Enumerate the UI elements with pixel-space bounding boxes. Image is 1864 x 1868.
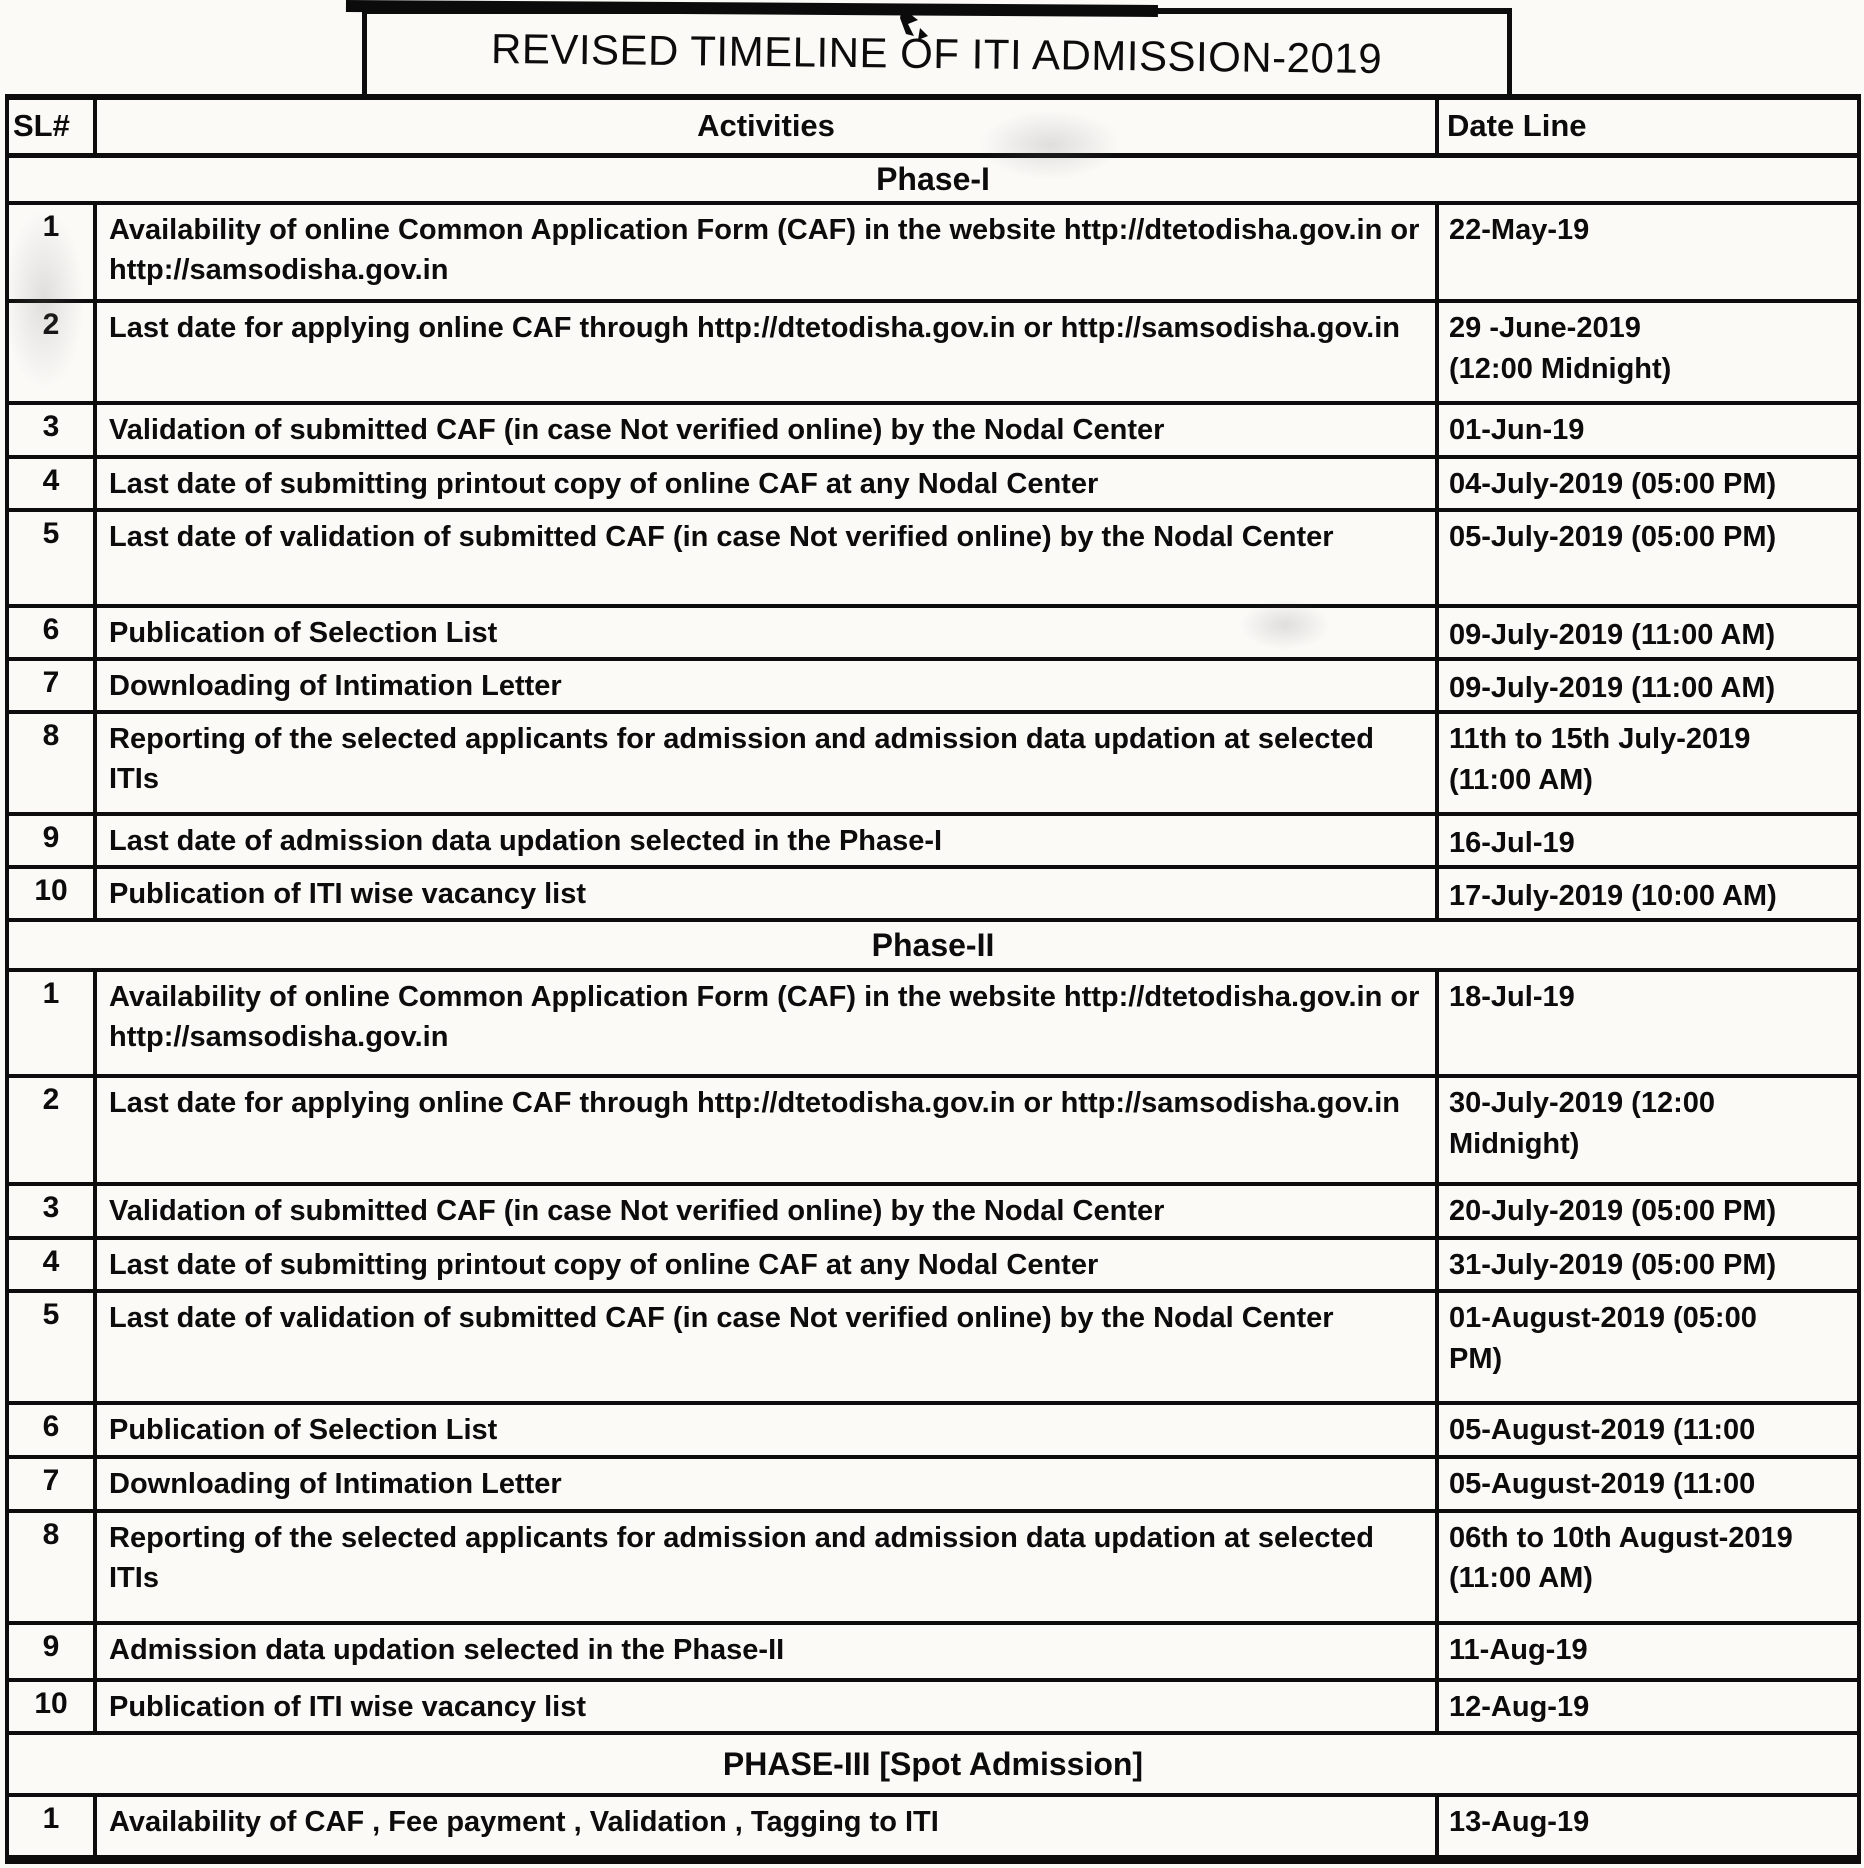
table-row: 1 Availability of online Common Applicat… — [5, 201, 1861, 303]
row-activity: Validation of submitted CAF (in case Not… — [93, 401, 1439, 459]
table-row: 9 Admission data updation selected in th… — [5, 1620, 1861, 1682]
table-row: 6 Publication of Selection List 05-Augus… — [5, 1401, 1861, 1460]
table-row: 1 Availability of online Common Applicat… — [5, 968, 1861, 1079]
column-header-sl: SL# — [5, 94, 97, 158]
table-row: 4 Last date of submitting printout copy … — [5, 1235, 1861, 1294]
table-header-row: SL# Activities Date Line — [5, 94, 1861, 158]
table-row: 9 Last date of admission data updation s… — [5, 812, 1861, 870]
row-sl: 6 — [5, 604, 97, 662]
row-date: 11th to 15th July-2019 (11:00 AM) — [1435, 710, 1861, 817]
row-activity: Publication of ITI wise vacancy list — [93, 865, 1439, 923]
row-activity: Last date of validation of submitted CAF… — [93, 1289, 1439, 1406]
table-row: 3 Validation of submitted CAF (in case N… — [5, 1182, 1861, 1240]
row-date: 05-August-2019 (11:00 — [1435, 1455, 1861, 1513]
row-date: 13-Aug-19 — [1435, 1793, 1861, 1864]
row-sl: 10 — [5, 865, 97, 923]
document-title: REVISED TIMELINE OF ITI ADMISSION-2019 — [491, 24, 1383, 83]
row-activity: Last date of validation of submitted CAF… — [93, 508, 1439, 609]
row-sl: 4 — [5, 1235, 97, 1294]
row-sl: 8 — [5, 710, 97, 817]
row-activity: Last date of submitting printout copy of… — [93, 1235, 1439, 1294]
row-date: 17-July-2019 (10:00 AM) — [1435, 865, 1861, 923]
row-date: 01-Jun-19 — [1435, 401, 1861, 459]
row-date: 01-August-2019 (05:00 PM) — [1435, 1289, 1861, 1406]
row-sl: 3 — [5, 1182, 97, 1240]
row-activity: Publication of ITI wise vacancy list — [93, 1677, 1439, 1736]
table-row: 6 Publication of Selection List 09-July-… — [5, 604, 1861, 662]
section-title: Phase-II — [5, 918, 1861, 973]
row-date: 22-May-19 — [1435, 201, 1861, 303]
row-activity: Publication of Selection List — [93, 604, 1439, 662]
row-date: 12-Aug-19 — [1435, 1677, 1861, 1736]
table-row: 7 Downloading of Intimation Letter 09-Ju… — [5, 657, 1861, 715]
section-header-phase-1: Phase-I — [5, 153, 1861, 205]
timeline-table: SL# Activities Date Line Phase-I 1 Avail… — [5, 94, 1861, 1864]
row-activity: Reporting of the selected applicants for… — [93, 1508, 1439, 1625]
table-row: 5 Last date of validation of submitted C… — [5, 508, 1861, 609]
table-row: 2 Last date for applying online CAF thro… — [5, 1074, 1861, 1187]
row-activity: Validation of submitted CAF (in case Not… — [93, 1182, 1439, 1240]
table-row: 5 Last date of validation of submitted C… — [5, 1289, 1861, 1406]
row-activity: Last date of submitting printout copy of… — [93, 454, 1439, 513]
section-title: PHASE-III [Spot Admission] — [5, 1731, 1861, 1798]
row-activity: Availability of online Common Applicatio… — [93, 201, 1439, 303]
column-header-dateline: Date Line — [1435, 94, 1861, 158]
row-date: 09-July-2019 (11:00 AM) — [1435, 604, 1861, 662]
row-date: 11-Aug-19 — [1435, 1620, 1861, 1682]
row-activity: Downloading of Intimation Letter — [93, 657, 1439, 715]
table-row: 8 Reporting of the selected applicants f… — [5, 710, 1861, 817]
table-row: 3 Validation of submitted CAF (in case N… — [5, 401, 1861, 459]
row-sl: 9 — [5, 1620, 97, 1682]
row-sl: 4 — [5, 454, 97, 513]
row-sl: 1 — [5, 968, 97, 1079]
section-header-phase-2: Phase-II — [5, 918, 1861, 973]
row-sl: 10 — [5, 1677, 97, 1736]
row-sl: 3 — [5, 401, 97, 459]
row-date: 29 -June-2019 (12:00 Midnight) — [1435, 299, 1861, 405]
row-sl: 5 — [5, 508, 97, 609]
row-sl: 1 — [5, 201, 97, 303]
table-row: 8 Reporting of the selected applicants f… — [5, 1508, 1861, 1625]
row-sl: 2 — [5, 1074, 97, 1187]
table-row: 10 Publication of ITI wise vacancy list … — [5, 1677, 1861, 1736]
row-date: 04-July-2019 (05:00 PM) — [1435, 454, 1861, 513]
row-sl: 7 — [5, 1455, 97, 1513]
row-activity: Admission data updation selected in the … — [93, 1620, 1439, 1682]
document-title-box: REVISED TIMELINE OF ITI ADMISSION-2019 — [362, 8, 1512, 94]
row-date: 18-Jul-19 — [1435, 968, 1861, 1079]
row-sl: 8 — [5, 1508, 97, 1625]
row-sl: 6 — [5, 1401, 97, 1460]
row-activity: Last date for applying online CAF throug… — [93, 299, 1439, 405]
row-activity: Publication of Selection List — [93, 1401, 1439, 1460]
table-row: 1 Availability of CAF , Fee payment , Va… — [5, 1793, 1861, 1864]
row-date: 05-July-2019 (05:00 PM) — [1435, 508, 1861, 609]
row-date: 09-July-2019 (11:00 AM) — [1435, 657, 1861, 715]
row-activity: Last date for applying online CAF throug… — [93, 1074, 1439, 1187]
row-activity: Reporting of the selected applicants for… — [93, 710, 1439, 817]
section-header-phase-3: PHASE-III [Spot Admission] — [5, 1731, 1861, 1798]
row-activity: Last date of admission data updation sel… — [93, 812, 1439, 870]
row-date: 20-July-2019 (05:00 PM) — [1435, 1182, 1861, 1240]
row-activity: Availability of online Common Applicatio… — [93, 968, 1439, 1079]
row-date: 06th to 10th August-2019 (11:00 AM) — [1435, 1508, 1861, 1625]
table-row: 4 Last date of submitting printout copy … — [5, 454, 1861, 513]
section-title: Phase-I — [5, 153, 1861, 205]
table-row: 10 Publication of ITI wise vacancy list … — [5, 865, 1861, 923]
row-activity: Downloading of Intimation Letter — [93, 1455, 1439, 1513]
row-activity: Availability of CAF , Fee payment , Vali… — [93, 1793, 1439, 1864]
table-row: 7 Downloading of Intimation Letter 05-Au… — [5, 1455, 1861, 1513]
table-row: 2 Last date for applying online CAF thro… — [5, 299, 1861, 405]
row-sl: 2 — [5, 299, 97, 405]
row-sl: 7 — [5, 657, 97, 715]
row-sl: 1 — [5, 1793, 97, 1864]
row-sl: 5 — [5, 1289, 97, 1406]
column-header-activities: Activities — [93, 94, 1439, 158]
row-date: 16-Jul-19 — [1435, 812, 1861, 870]
row-date: 31-July-2019 (05:00 PM) — [1435, 1235, 1861, 1294]
row-sl: 9 — [5, 812, 97, 870]
row-date: 05-August-2019 (11:00 — [1435, 1401, 1861, 1460]
scan-artifact-ink-mark — [900, 8, 928, 40]
row-date: 30-July-2019 (12:00 Midnight) — [1435, 1074, 1861, 1187]
